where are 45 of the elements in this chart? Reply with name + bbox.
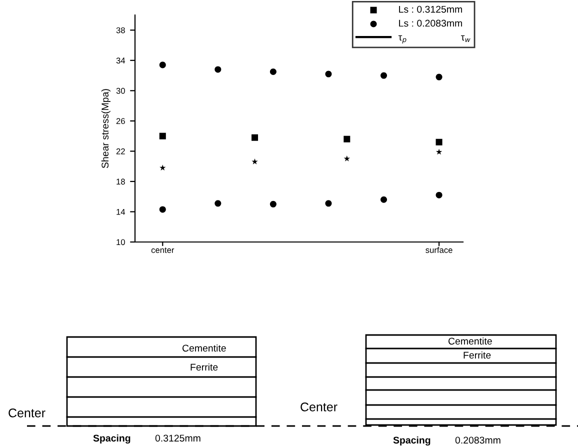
annotation: τ$_{w}$ [460,35,470,42]
y-tick-label: 14 [116,209,126,215]
point [380,196,388,203]
legend-label: Ls : 0.2083mm [399,20,462,27]
point [159,206,166,213]
y-tick-label: 22 [116,148,125,154]
point [325,70,332,78]
text: Center [8,408,46,418]
annotation: τ$_{p}$ [398,35,406,44]
x-tick-label: center [151,248,174,253]
text: 0.3125mm [155,434,200,442]
point [436,138,442,146]
point [436,192,442,198]
text: Ferrite [190,363,218,371]
point [380,72,388,79]
text: Cementite [448,337,492,345]
y-tick-label: 26 [116,118,125,124]
point [436,148,442,155]
point [436,74,442,80]
text: Cementite [182,344,226,352]
point [344,136,350,142]
y-tick-label: 18 [116,178,125,185]
point [214,200,222,207]
y-axis-title: Shear stress(Mpa) [101,89,110,168]
point [214,66,222,73]
y-tick-label: 10 [116,239,125,246]
point [159,132,166,140]
legend-label: Ls : 0.3125mm [399,6,462,13]
x-tick-label: surface [426,246,452,253]
point [160,164,166,170]
point [325,200,332,207]
point [252,158,258,164]
point [252,134,258,141]
text: 0.2083mm [455,436,500,444]
point [270,68,276,76]
y-tick-label: 38 [116,27,125,34]
y-tick-label: 30 [116,88,125,94]
y-tick-label: 34 [116,58,126,64]
point [159,62,166,68]
text: Spacing [393,436,430,446]
point [344,156,350,162]
text: Spacing [93,434,130,444]
point [270,200,276,208]
text: Ferrite [464,351,491,359]
text: Center [300,402,338,412]
